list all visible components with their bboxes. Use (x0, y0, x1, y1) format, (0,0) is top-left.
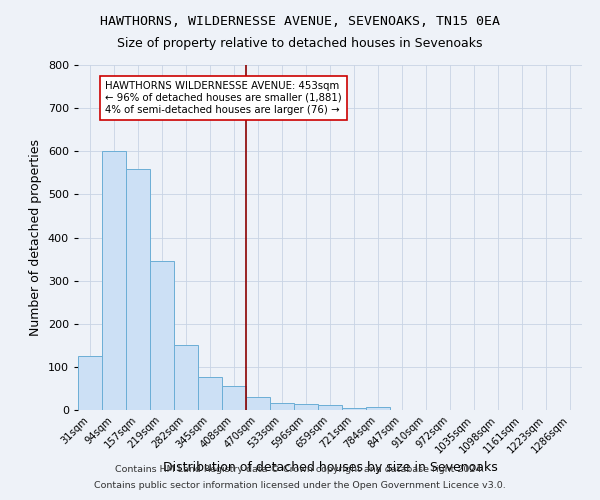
Text: HAWTHORNS, WILDERNESSE AVENUE, SEVENOAKS, TN15 0EA: HAWTHORNS, WILDERNESSE AVENUE, SEVENOAKS… (100, 15, 500, 28)
X-axis label: Distribution of detached houses by size in Sevenoaks: Distribution of detached houses by size … (163, 460, 497, 473)
Bar (78, 356, 102, 410)
Bar (222, 386, 246, 410)
Text: Contains public sector information licensed under the Open Government Licence v3: Contains public sector information licen… (94, 480, 506, 490)
Text: Contains HM Land Registry data © Crown copyright and database right 2024.: Contains HM Land Registry data © Crown c… (115, 466, 485, 474)
Bar (318, 405, 342, 410)
Bar (150, 261, 174, 410)
Bar (174, 346, 198, 410)
Text: Size of property relative to detached houses in Sevenoaks: Size of property relative to detached ho… (117, 38, 483, 51)
Bar (270, 402, 294, 410)
Bar (294, 404, 318, 410)
Bar (342, 408, 366, 410)
Text: HAWTHORNS WILDERNESSE AVENUE: 453sqm
← 96% of detached houses are smaller (1,881: HAWTHORNS WILDERNESSE AVENUE: 453sqm ← 9… (105, 82, 341, 114)
Y-axis label: Number of detached properties: Number of detached properties (29, 139, 42, 336)
Bar (246, 397, 270, 410)
Bar (198, 377, 222, 410)
Bar (126, 168, 150, 410)
Bar (102, 152, 126, 410)
Bar (366, 406, 390, 410)
